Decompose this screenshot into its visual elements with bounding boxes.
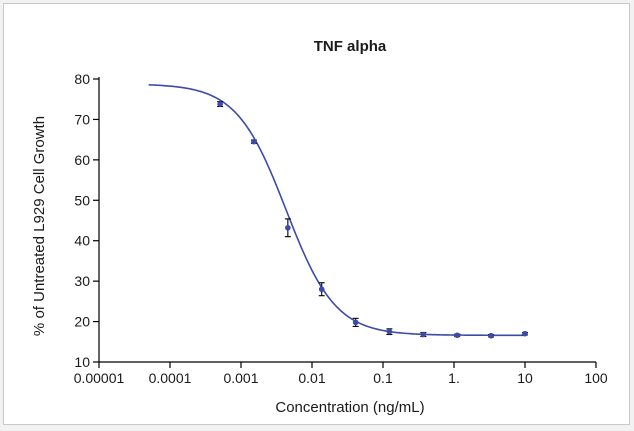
data-point — [217, 101, 223, 107]
data-point — [386, 328, 393, 335]
x-tick-label: 1. — [448, 370, 460, 386]
data-point-group — [318, 282, 325, 297]
data-point-group — [522, 330, 528, 337]
y-tick-label: 30 — [74, 273, 90, 289]
x-tick-label: 100 — [584, 370, 608, 386]
x-tick-label: 0.001 — [223, 370, 258, 386]
data-point — [285, 224, 291, 231]
x-tick-label: 0.01 — [298, 370, 325, 386]
data-point-group — [217, 101, 224, 108]
y-tick-label: 20 — [74, 314, 90, 330]
data-point-group — [386, 328, 393, 336]
fit-layer — [148, 84, 525, 337]
data-point-group — [454, 332, 461, 339]
fit-curve — [148, 84, 525, 337]
y-tick-label: 10 — [74, 354, 90, 370]
axes: 10 20 30 40 50 60 70 80 0.00001 0.0001 0.001 0.01 0.… — [74, 71, 608, 386]
data-point-group — [420, 331, 427, 338]
data-point — [318, 286, 325, 293]
chart-frame: TNF alpha % of Untreated L929 Cell Growt… — [3, 3, 630, 425]
data-point — [420, 331, 427, 338]
y-tick-label: 60 — [74, 152, 90, 168]
data-point-group — [488, 332, 495, 339]
x-tick-label: 0.0001 — [149, 370, 192, 386]
data-point-group — [352, 317, 359, 327]
chart: TNF alpha % of Untreated L929 Cell Growt… — [31, 38, 608, 416]
data-point — [352, 319, 359, 326]
data-point-group — [284, 218, 291, 238]
data-point — [522, 330, 528, 337]
data-point-group — [250, 138, 257, 145]
data-point — [251, 138, 257, 145]
x-tick-label: 0.1 — [373, 370, 393, 386]
y-tick-label: 70 — [74, 111, 90, 127]
y-tick-label: 80 — [74, 71, 90, 87]
y-tick-label: 40 — [74, 233, 90, 249]
x-axis-label: Concentration (ng/mL) — [275, 399, 424, 416]
x-tick-label: 0.00001 — [74, 370, 125, 386]
x-tick-label: 10 — [517, 370, 533, 386]
points-layer — [217, 101, 528, 339]
data-point — [454, 332, 461, 339]
y-axis-label: % of Untreated L929 Cell Growth — [31, 116, 48, 336]
chart-title: TNF alpha — [314, 38, 387, 55]
data-point — [488, 332, 494, 339]
y-tick-label: 50 — [74, 192, 90, 208]
